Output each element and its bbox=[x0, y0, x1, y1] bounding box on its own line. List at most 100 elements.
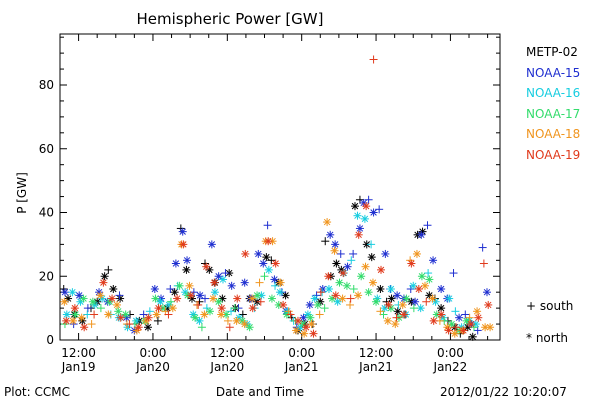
data-point-metp-02 bbox=[109, 285, 118, 293]
data-point-noaa-18 bbox=[132, 326, 141, 335]
data-point-metp-02 bbox=[182, 265, 191, 274]
data-point-noaa-19 bbox=[484, 300, 493, 309]
data-point-noaa-19 bbox=[444, 326, 453, 335]
data-point-noaa-18 bbox=[276, 278, 285, 287]
marker-key-south: + south bbox=[526, 299, 574, 313]
data-point-noaa-18 bbox=[307, 320, 316, 329]
data-point-noaa-16 bbox=[424, 269, 433, 278]
data-point-metp-02 bbox=[468, 332, 477, 341]
data-point-metp-02 bbox=[287, 313, 296, 322]
data-point-noaa-18 bbox=[232, 316, 241, 325]
data-point-noaa-15 bbox=[355, 224, 364, 233]
data-point-noaa-19 bbox=[399, 310, 408, 319]
data-point-noaa-19 bbox=[309, 329, 318, 338]
data-point-noaa-15 bbox=[343, 262, 352, 271]
data-point-noaa-18 bbox=[398, 300, 407, 309]
data-point-noaa-19 bbox=[99, 278, 108, 287]
data-point-noaa-15 bbox=[393, 291, 402, 300]
data-point-noaa-15 bbox=[482, 288, 491, 297]
data-point-metp-02 bbox=[281, 291, 290, 300]
data-point-noaa-18 bbox=[69, 316, 78, 325]
data-point-noaa-16 bbox=[333, 297, 342, 306]
data-point-metp-02 bbox=[144, 323, 152, 332]
data-point-noaa-17 bbox=[409, 304, 418, 313]
data-point-noaa-18 bbox=[323, 218, 332, 227]
data-point-noaa-18 bbox=[412, 249, 421, 258]
x-tick-time-label: 0:00 bbox=[437, 346, 464, 360]
data-point-noaa-19 bbox=[324, 272, 333, 281]
data-point-noaa-18 bbox=[428, 294, 437, 303]
x-tick-time-label: 12:00 bbox=[210, 346, 245, 360]
data-point-noaa-18 bbox=[60, 297, 69, 306]
data-point-noaa-18 bbox=[300, 329, 309, 338]
data-point-noaa-17 bbox=[214, 297, 223, 306]
data-point-noaa-15 bbox=[429, 256, 438, 265]
data-point-noaa-19 bbox=[108, 294, 117, 303]
data-point-noaa-17 bbox=[71, 310, 80, 319]
data-point-noaa-15 bbox=[336, 249, 345, 258]
data-point-noaa-15 bbox=[449, 269, 458, 278]
data-point-noaa-16 bbox=[276, 288, 284, 297]
data-point-noaa-19 bbox=[134, 323, 143, 332]
data-point-noaa-15 bbox=[60, 288, 69, 297]
data-point-noaa-15 bbox=[478, 243, 487, 252]
data-point-noaa-15 bbox=[375, 205, 384, 214]
data-point-noaa-17 bbox=[205, 307, 214, 316]
data-point-noaa-18 bbox=[248, 294, 257, 303]
x-tick-date-label: Jan20 bbox=[135, 360, 170, 374]
data-point-noaa-15 bbox=[83, 304, 92, 313]
y-tick-label: 60 bbox=[39, 142, 54, 156]
data-point-noaa-15 bbox=[369, 208, 378, 217]
data-point-noaa-18 bbox=[450, 329, 459, 338]
data-point-noaa-18 bbox=[486, 323, 495, 332]
data-point-metp-02 bbox=[376, 285, 385, 293]
data-point-noaa-15 bbox=[221, 269, 230, 278]
data-point-noaa-19 bbox=[116, 313, 125, 322]
data-point-noaa-17 bbox=[79, 294, 88, 303]
data-point-noaa-19 bbox=[407, 259, 416, 268]
data-point-noaa-17 bbox=[175, 281, 184, 290]
data-point-metp-02 bbox=[176, 224, 185, 233]
data-point-noaa-16 bbox=[132, 316, 141, 325]
plot-frame bbox=[59, 33, 501, 341]
data-point-noaa-17 bbox=[60, 320, 69, 329]
data-point-noaa-15 bbox=[227, 281, 236, 290]
data-point-noaa-16 bbox=[218, 275, 227, 284]
data-point-noaa-16 bbox=[409, 281, 418, 290]
data-point-noaa-19 bbox=[377, 265, 386, 274]
data-point-noaa-17 bbox=[245, 323, 254, 332]
data-point-noaa-16 bbox=[416, 304, 425, 313]
plot-credit: Plot: CCMC bbox=[4, 385, 70, 399]
data-point-noaa-19 bbox=[264, 237, 273, 246]
plot-timestamp: 2012/01/22 10:20:07 bbox=[440, 385, 567, 399]
data-point-noaa-17 bbox=[447, 320, 456, 329]
data-point-noaa-19 bbox=[346, 294, 355, 303]
data-point-noaa-18 bbox=[330, 246, 339, 255]
data-point-noaa-19 bbox=[62, 316, 71, 325]
data-point-noaa-17 bbox=[357, 272, 366, 281]
data-point-noaa-18 bbox=[361, 262, 370, 271]
data-point-noaa-15 bbox=[270, 275, 279, 284]
data-point-noaa-15 bbox=[196, 291, 205, 300]
data-point-noaa-18 bbox=[168, 304, 177, 313]
data-point-metp-02 bbox=[350, 202, 359, 211]
data-point-metp-02 bbox=[387, 294, 396, 303]
data-point-noaa-17 bbox=[402, 294, 411, 303]
data-point-noaa-18 bbox=[421, 281, 430, 290]
data-point-metp-02 bbox=[205, 265, 214, 274]
data-point-noaa-18 bbox=[200, 310, 209, 319]
data-point-metp-02 bbox=[367, 253, 376, 262]
data-point-noaa-15 bbox=[254, 249, 263, 258]
data-point-noaa-15 bbox=[115, 291, 124, 300]
data-point-noaa-15 bbox=[359, 198, 368, 207]
data-point-noaa-16 bbox=[227, 307, 236, 316]
data-point-noaa-18 bbox=[77, 313, 86, 322]
data-point-noaa-17 bbox=[313, 300, 322, 309]
data-point-noaa-15 bbox=[473, 326, 482, 335]
data-point-noaa-15 bbox=[381, 249, 390, 258]
data-point-noaa-17 bbox=[88, 297, 97, 306]
data-point-metp-02 bbox=[153, 316, 162, 325]
x-tick-time-label: 0:00 bbox=[288, 346, 315, 360]
data-point-noaa-19 bbox=[256, 297, 265, 306]
